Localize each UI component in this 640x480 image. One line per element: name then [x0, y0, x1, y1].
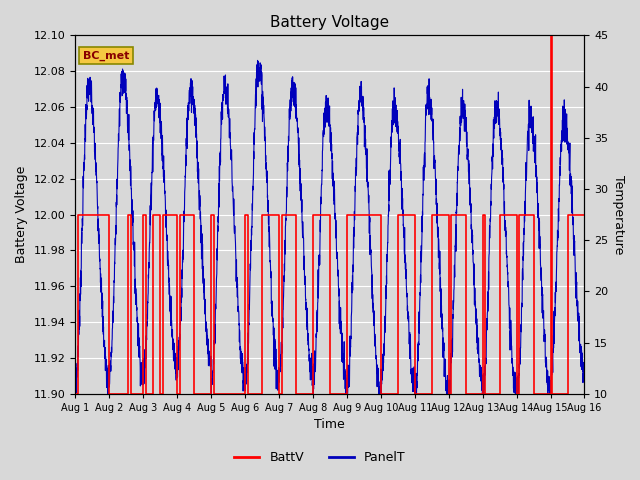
Y-axis label: Temperature: Temperature	[612, 175, 625, 254]
Text: BC_met: BC_met	[83, 50, 129, 61]
Legend: BattV, PanelT: BattV, PanelT	[229, 446, 411, 469]
Y-axis label: Battery Voltage: Battery Voltage	[15, 166, 28, 263]
Title: Battery Voltage: Battery Voltage	[270, 15, 389, 30]
X-axis label: Time: Time	[314, 419, 345, 432]
